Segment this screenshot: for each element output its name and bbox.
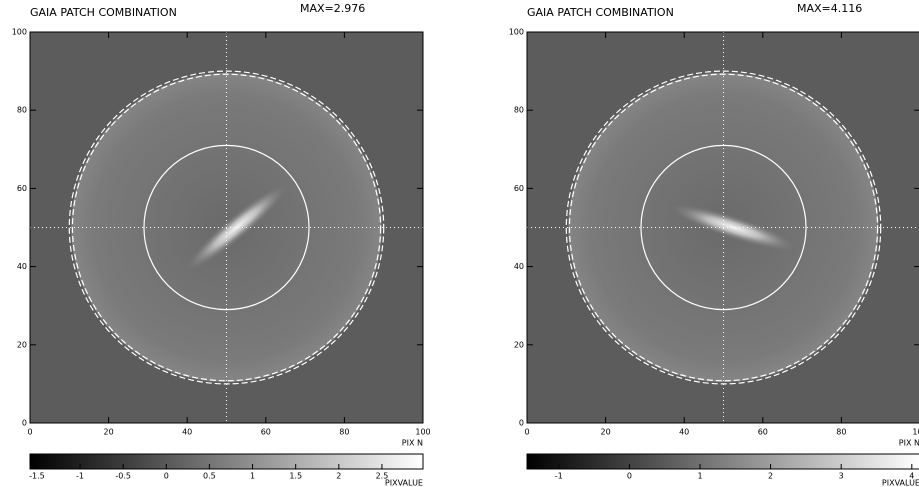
colorbar-tick-label: 2 xyxy=(336,472,341,481)
x-tick-label: 80 xyxy=(836,428,846,437)
x-axis-label: PIX N xyxy=(402,439,423,448)
x-tick-label: 20 xyxy=(601,428,611,437)
y-tick-label: 40 xyxy=(514,262,524,271)
x-tick-label: 20 xyxy=(104,428,114,437)
colorbar-tick-label: 0 xyxy=(627,472,632,481)
chart-title: GAIA PATCH COMBINATION xyxy=(30,6,177,19)
colorbar-tick-label: -1.5 xyxy=(29,472,45,481)
y-tick-label: 40 xyxy=(17,262,27,271)
y-tick-label: 100 xyxy=(12,28,27,37)
colorbar-tick-label: 1 xyxy=(250,472,255,481)
colorbar xyxy=(527,454,919,469)
x-tick-label: 40 xyxy=(679,428,689,437)
y-tick-label: 60 xyxy=(514,184,524,193)
x-tick-label: 0 xyxy=(524,428,529,437)
colorbar-tick-label: -1 xyxy=(76,472,84,481)
x-tick-label: 60 xyxy=(261,428,271,437)
colorbar-tick-label: 1.5 xyxy=(289,472,302,481)
colorbar xyxy=(30,454,423,469)
y-tick-label: 20 xyxy=(17,340,27,349)
x-tick-label: 80 xyxy=(339,428,349,437)
colorbar-tick-label: 2 xyxy=(768,472,773,481)
colorbar-tick-label: -1 xyxy=(555,472,563,481)
x-tick-label: 40 xyxy=(182,428,192,437)
x-tick-label: 100 xyxy=(912,428,919,437)
colorbar-tick-label: 1 xyxy=(697,472,702,481)
x-axis-label: PIX N xyxy=(899,439,919,448)
y-tick-label: 100 xyxy=(509,28,524,37)
colorbar-tick-label: -0.5 xyxy=(115,472,131,481)
colorbar-tick-label: 3 xyxy=(839,472,844,481)
annotation: MAX=2.976 xyxy=(300,2,365,15)
chart: GAIA PATCH COMBINATIONMAX=2.976020406080… xyxy=(0,0,919,487)
y-tick-label: 0 xyxy=(519,419,524,428)
colorbar-label: PIXVALUE xyxy=(385,479,423,487)
colorbar-label: PIXVALUE xyxy=(882,479,919,487)
colorbar-tick-label: 0 xyxy=(164,472,169,481)
colorbar-tick-label: 0.5 xyxy=(203,472,216,481)
annotation: MAX=4.116 xyxy=(797,2,862,15)
y-tick-label: 80 xyxy=(514,106,524,115)
x-tick-label: 0 xyxy=(27,428,32,437)
y-tick-label: 0 xyxy=(22,419,27,428)
chart-title: GAIA PATCH COMBINATION xyxy=(527,6,674,19)
x-tick-label: 100 xyxy=(415,428,430,437)
y-tick-label: 20 xyxy=(514,340,524,349)
x-tick-label: 60 xyxy=(758,428,768,437)
y-tick-label: 60 xyxy=(17,184,27,193)
y-tick-label: 80 xyxy=(17,106,27,115)
